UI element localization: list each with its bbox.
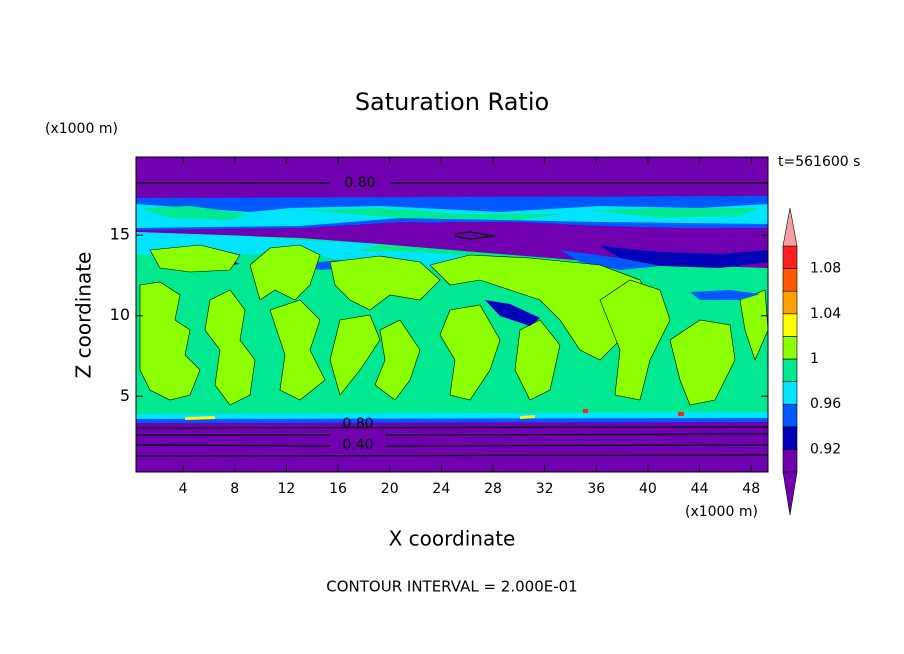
contour-region [560,250,660,270]
contour-region [485,300,540,326]
contour-region [249,244,321,301]
colorbar-bin [782,381,798,405]
y-tick-label: 5 [120,386,130,405]
colorbar-bin [782,403,798,428]
colorbar-tick-label: 1 [810,351,819,367]
contour-region [136,422,768,472]
contour-region [439,304,501,401]
colorbar-tick-label: 1.08 [810,261,841,277]
contour-region [514,319,561,401]
x-tick-label: 28 [484,481,502,497]
contour-region [380,222,768,252]
contour-region [583,409,588,413]
y-unit-label: (x1000 m) [45,121,118,137]
y-axis-label: Z coordinate [72,252,96,379]
contour-line [384,444,769,447]
colorbar-bin [782,313,798,337]
footer: CONTOUR INTERVAL = 2.000E-01 [326,578,577,596]
x-axis-label: X coordinate [389,527,516,551]
contour-region [678,412,684,416]
contour-region [739,289,769,361]
contour-region [429,254,651,361]
colorbar-under [782,471,798,516]
contour-line [135,454,769,457]
contour-line [454,231,496,240]
contour-region [185,416,215,420]
x-tick-label: 16 [329,481,347,497]
colorbar-tick-label: 0.96 [810,396,841,412]
contour-region [300,208,560,220]
contour-label: 0.40 [342,437,373,453]
x-tick-label: 24 [432,481,450,497]
contour-region [139,281,201,401]
contour-region [329,255,441,311]
x-unit-label: (x1000 m) [685,504,758,520]
contour-line [384,433,769,436]
colorbar-bin [782,290,798,315]
contour-region [149,244,241,273]
colorbar-over [782,207,798,247]
x-tick-label: 40 [639,481,657,497]
plot-frame [135,156,769,473]
colorbar-bin [782,245,798,269]
contour-label: 0.80 [342,416,373,432]
contour-region [590,208,760,218]
contour-region [204,289,256,406]
contour-region [374,319,421,401]
x-tick-label: 48 [742,481,760,497]
contour-region [600,246,768,268]
contour-field [135,157,769,472]
colorbar-tick-label: 0.92 [810,441,841,457]
colorbar-bin [782,336,798,360]
contour-line [135,444,331,447]
contour-region [269,299,326,401]
time-label: t=561600 s [778,154,860,170]
contour-region [599,279,671,401]
colorbar-bin [782,268,798,292]
x-tick-label: 32 [536,481,554,497]
colorbar-bin [782,449,798,473]
colorbar-tick-label: 1.04 [810,306,841,322]
y-tick-label: 15 [110,225,130,244]
chart-title: Saturation Ratio [355,88,549,116]
contour-label: 0.80 [344,175,375,191]
x-tick-label: 12 [278,481,296,497]
x-tick-label: 36 [587,481,605,497]
contour-region [520,415,535,419]
colorbar-bin [782,358,798,382]
x-tick-label: 4 [179,481,188,497]
y-tick-label: 10 [110,305,130,324]
contour-region [690,290,760,300]
contour-line [135,426,769,429]
contour-region [669,319,736,406]
x-tick-label: 44 [691,481,709,497]
contour-region [329,314,381,396]
contour-region [140,206,250,220]
colorbar-bin [782,426,798,450]
x-tick-label: 20 [381,481,399,497]
x-tick-label: 8 [230,481,239,497]
